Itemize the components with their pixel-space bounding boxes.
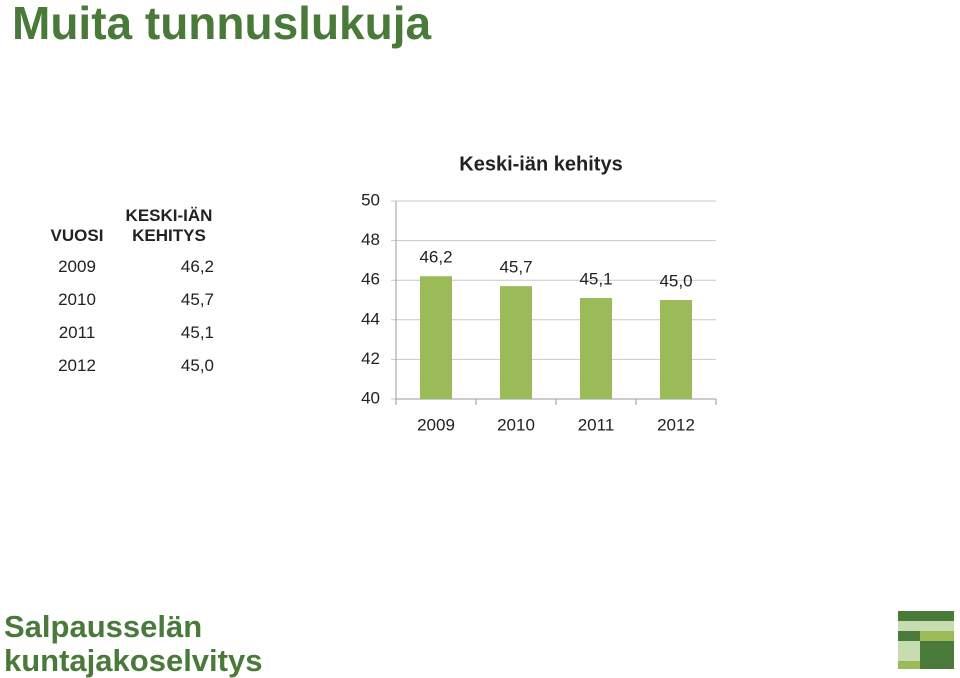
- y-tick-label: 50: [361, 190, 380, 209]
- y-tick-label: 40: [361, 388, 380, 407]
- table-cell: 2012: [58, 355, 96, 375]
- data-label: 45,1: [579, 270, 612, 289]
- data-label: 46,2: [419, 248, 452, 267]
- x-tick-label: 2009: [417, 415, 455, 434]
- x-tick-label: 2012: [657, 415, 695, 434]
- data-table: VUOSI KESKI-IÄN KEHITYS 2009 46,2 2010 45,7…: [40, 206, 224, 382]
- data-label: 45,7: [499, 258, 532, 277]
- table-row: 2009 46,2: [40, 250, 224, 283]
- table-cell: 2010: [58, 289, 96, 309]
- bar: [500, 286, 532, 399]
- table-cell: 2009: [58, 256, 96, 276]
- table-header: KESKI-IÄN KEHITYS: [125, 206, 213, 245]
- logo-text: Salpausselän: [4, 609, 203, 644]
- table-row: 2012 45,0: [40, 349, 224, 382]
- chart-title: Keski-iän kehitys: [459, 153, 622, 175]
- x-tick-label: 2011: [578, 415, 615, 434]
- logo-icon: [898, 611, 954, 669]
- y-tick-label: 46: [361, 270, 380, 289]
- bar: [660, 300, 692, 399]
- y-tick-label: 44: [361, 309, 380, 328]
- table-cell: 45,0: [180, 355, 214, 375]
- table-row: 2010 45,7: [40, 283, 224, 316]
- x-tick-label: 2010: [497, 415, 535, 434]
- table-cell: 46,2: [180, 256, 214, 276]
- logo: Salpausselän kuntajakoselvitys: [4, 610, 262, 678]
- table-cell: 2011: [58, 322, 96, 342]
- data-label: 45,0: [659, 271, 692, 290]
- table-cell: 45,1: [180, 322, 214, 342]
- table-cell: 45,7: [180, 289, 214, 309]
- bar: [420, 276, 452, 399]
- logo-text: kuntajakoselvitys: [4, 643, 263, 678]
- table-header: VUOSI: [50, 226, 104, 245]
- bar: [580, 298, 612, 399]
- y-tick-label: 42: [361, 349, 380, 368]
- y-tick-label: 48: [361, 230, 380, 249]
- slide-title: Muita tunnuslukuja: [12, 0, 432, 49]
- table-row: 2011 45,1: [40, 316, 224, 349]
